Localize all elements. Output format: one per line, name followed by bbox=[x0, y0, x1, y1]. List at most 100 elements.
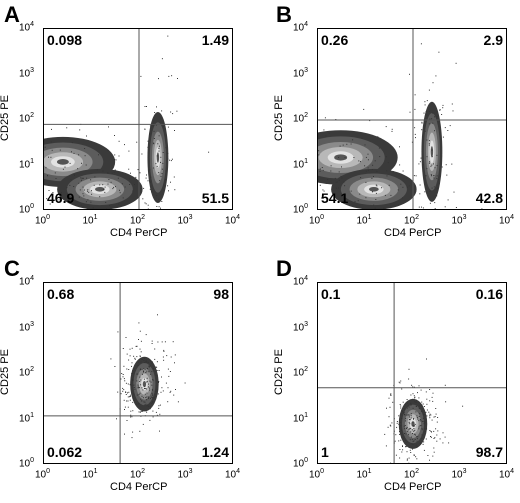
event-dot bbox=[425, 411, 427, 413]
event-dot bbox=[401, 429, 402, 431]
event-dot bbox=[434, 130, 435, 132]
event-dot bbox=[121, 183, 123, 185]
event-dot bbox=[414, 401, 416, 403]
quadrant-lower-left: 54.1 bbox=[321, 190, 349, 206]
event-dot bbox=[145, 403, 147, 405]
y-tick-label: 101 bbox=[293, 157, 309, 170]
event-dot bbox=[145, 361, 147, 363]
event-dot bbox=[81, 179, 82, 181]
event-dot bbox=[143, 187, 145, 189]
event-dot bbox=[432, 455, 434, 457]
event-dot bbox=[422, 207, 424, 209]
event-dot bbox=[171, 75, 173, 77]
event-dot bbox=[149, 419, 151, 421]
event-dot bbox=[415, 175, 417, 177]
event-dot bbox=[414, 439, 416, 440]
event-dot bbox=[136, 141, 138, 143]
event-dot bbox=[69, 162, 71, 164]
x-tick-label: 100 bbox=[309, 468, 325, 481]
event-dot bbox=[161, 110, 163, 112]
event-dot bbox=[156, 165, 158, 167]
event-dot bbox=[410, 415, 412, 417]
event-dot bbox=[131, 347, 133, 349]
event-dot bbox=[394, 440, 396, 442]
event-dot bbox=[436, 154, 438, 156]
x-tick-label: 100 bbox=[35, 214, 51, 227]
event-dot bbox=[352, 139, 354, 141]
event-dot bbox=[412, 441, 414, 442]
event-dot bbox=[143, 401, 145, 403]
event-dot bbox=[410, 428, 412, 429]
event-dot bbox=[156, 206, 158, 207]
event-dot bbox=[122, 390, 124, 392]
event-dot bbox=[442, 104, 444, 106]
event-dot bbox=[418, 405, 420, 407]
event-dot bbox=[422, 443, 424, 445]
event-dot bbox=[426, 156, 428, 158]
event-dot bbox=[410, 431, 412, 433]
event-dot bbox=[170, 356, 172, 358]
event-dot bbox=[398, 415, 400, 417]
plot-area bbox=[43, 282, 233, 464]
event-dot bbox=[427, 455, 429, 456]
event-dot bbox=[119, 192, 121, 194]
event-dot bbox=[139, 330, 141, 332]
event-dot bbox=[145, 334, 147, 336]
event-dot bbox=[156, 195, 158, 197]
event-dot bbox=[124, 186, 126, 188]
event-dot bbox=[436, 116, 438, 118]
event-dot bbox=[367, 159, 369, 161]
event-dot bbox=[395, 434, 397, 436]
event-dot bbox=[138, 361, 140, 363]
event-dot bbox=[402, 449, 404, 451]
event-dot bbox=[143, 378, 145, 380]
event-dot bbox=[442, 136, 444, 138]
event-dot bbox=[118, 203, 120, 205]
event-dot bbox=[442, 107, 444, 109]
event-dot bbox=[364, 165, 366, 167]
event-dot bbox=[119, 189, 120, 191]
event-dot bbox=[158, 407, 160, 409]
event-dot bbox=[389, 406, 391, 408]
event-dot bbox=[412, 425, 414, 427]
event-dot bbox=[344, 157, 346, 159]
event-dot bbox=[133, 399, 135, 401]
event-dot bbox=[55, 178, 57, 179]
event-dot bbox=[439, 109, 441, 111]
event-dot bbox=[146, 174, 147, 176]
x-tick-label: 101 bbox=[356, 214, 372, 227]
event-dot bbox=[321, 197, 323, 199]
event-dot bbox=[162, 390, 164, 392]
event-dot bbox=[434, 116, 435, 118]
event-dot bbox=[126, 353, 128, 355]
event-dot bbox=[144, 401, 146, 403]
event-dot bbox=[149, 389, 151, 391]
event-dot bbox=[410, 394, 412, 396]
event-dot bbox=[338, 179, 340, 181]
event-dot bbox=[169, 371, 171, 372]
event-dot bbox=[397, 189, 399, 191]
event-dot bbox=[428, 411, 430, 413]
event-dot bbox=[149, 169, 151, 171]
event-dot bbox=[430, 436, 431, 437]
y-tick-label: 102 bbox=[293, 112, 309, 125]
event-dot bbox=[170, 160, 172, 162]
event-dot bbox=[137, 385, 139, 387]
event-dot bbox=[421, 434, 423, 436]
event-dot bbox=[147, 180, 149, 182]
event-dot bbox=[431, 396, 433, 398]
event-dot bbox=[109, 205, 110, 206]
event-dot bbox=[73, 152, 75, 154]
event-dot bbox=[159, 404, 161, 406]
event-dot bbox=[148, 365, 150, 367]
event-dot bbox=[358, 160, 360, 162]
event-dot bbox=[415, 401, 417, 403]
event-dot bbox=[432, 122, 434, 124]
event-dot bbox=[153, 130, 155, 132]
event-dot bbox=[44, 146, 46, 148]
event-dot bbox=[140, 368, 141, 370]
event-dot bbox=[411, 141, 413, 143]
event-dot bbox=[412, 448, 413, 450]
event-dot bbox=[403, 408, 405, 410]
event-dot bbox=[425, 175, 427, 177]
